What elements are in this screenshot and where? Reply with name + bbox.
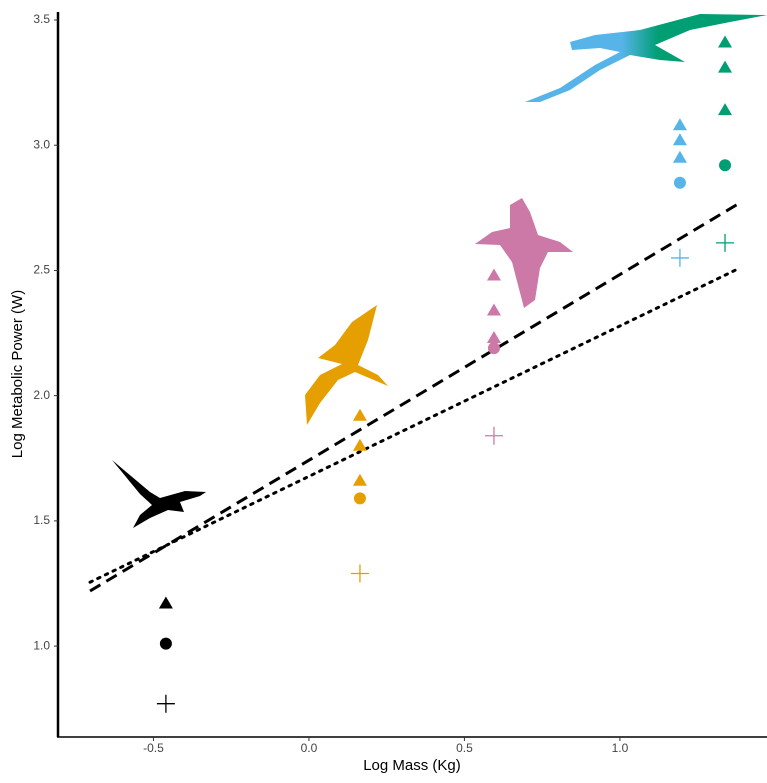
x-axis-title: Log Mass (Kg) (363, 757, 461, 774)
y-tick-label: 3.5 (33, 12, 50, 26)
y-tick-label: 3.0 (33, 137, 50, 151)
circle-point (159, 637, 172, 650)
circle-point (487, 342, 500, 355)
triangle-point (352, 408, 367, 421)
plus-point (156, 694, 175, 713)
plus-point (670, 248, 689, 267)
triangle-point (718, 35, 733, 48)
bird-black (112, 460, 206, 528)
bird-blue-green (525, 14, 767, 102)
triangle-point (158, 596, 173, 609)
bird-silhouettes (112, 14, 767, 528)
bird-pink (475, 198, 573, 308)
y-tick-label: 2.5 (33, 263, 50, 277)
x-tick-label: 0.5 (456, 741, 473, 755)
x-tick-label: 1.0 (612, 741, 629, 755)
triangle-point (352, 473, 367, 486)
triangle-point (672, 133, 687, 146)
triangle-point (672, 150, 687, 163)
fit-line (89, 201, 741, 593)
triangle-point (486, 268, 501, 281)
triangle-point (718, 103, 733, 116)
y-tick-label: 1.0 (33, 638, 50, 652)
y-tick-label: 2.0 (33, 388, 50, 402)
triangle-point (352, 438, 367, 451)
circle-point (673, 176, 686, 189)
triangle-point (486, 303, 501, 316)
x-tick-label: -0.5 (143, 741, 164, 755)
y-axis-title: Log Metabolic Power (W) (9, 290, 26, 458)
triangle-point (672, 118, 687, 131)
bird-orange (305, 305, 388, 425)
triangle-point (718, 60, 733, 73)
plus-point (716, 233, 735, 252)
triangle-point (486, 331, 501, 344)
plus-point (484, 426, 503, 445)
plus-point (350, 564, 369, 583)
circle-point (719, 159, 732, 172)
fit-line (88, 266, 742, 584)
circle-point (353, 492, 366, 505)
x-tick-label: 0.0 (301, 741, 318, 755)
y-tick-label: 1.5 (33, 513, 50, 527)
